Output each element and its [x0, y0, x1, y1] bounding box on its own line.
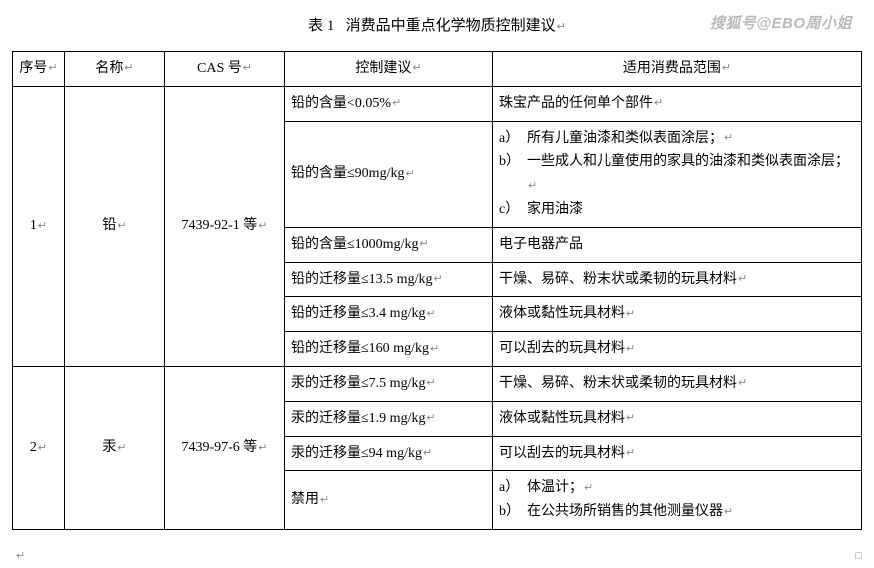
- cell-scope: 可以刮去的玩具材料↵: [493, 332, 862, 367]
- cell-advice: 汞的迁移量≤7.5 mg/kg↵: [285, 366, 493, 401]
- cell-scope: 电子电器产品: [493, 227, 862, 262]
- cell-scope: 可以刮去的玩具材料↵: [493, 436, 862, 471]
- cell-scope: 珠宝产品的任何单个部件↵: [493, 86, 862, 121]
- table-header-row: 序号↵ 名称↵ CAS 号↵ 控制建议↵ 适用消费品范围↵: [13, 52, 862, 87]
- th-cas: CAS 号↵: [165, 52, 285, 87]
- cell-advice: 禁用↵: [285, 471, 493, 530]
- cell-seq: 2↵: [13, 366, 65, 529]
- cell-advice: 铅的迁移量≤13.5 mg/kg↵: [285, 262, 493, 297]
- cell-advice: 铅的含量<0.05%↵: [285, 86, 493, 121]
- title-prefix: 表 1: [308, 18, 334, 34]
- cell-name: 铅↵: [65, 86, 165, 366]
- cell-scope: 液体或黏性玩具材料↵: [493, 401, 862, 436]
- cell-advice: 铅的含量≤90mg/kg↵: [285, 121, 493, 227]
- table-row: 2↵ 汞↵ 7439-97-6 等↵ 汞的迁移量≤7.5 mg/kg↵ 干燥、易…: [13, 366, 862, 401]
- cell-name: 汞↵: [65, 366, 165, 529]
- cell-scope: 干燥、易碎、粉末状或柔韧的玩具材料↵: [493, 262, 862, 297]
- th-advice: 控制建议↵: [285, 52, 493, 87]
- chemical-table: 序号↵ 名称↵ CAS 号↵ 控制建议↵ 适用消费品范围↵ 1↵ 铅↵ 7439…: [12, 51, 862, 530]
- cell-cas: 7439-97-6 等↵: [165, 366, 285, 529]
- cell-scope: 液体或黏性玩具材料↵: [493, 297, 862, 332]
- cell-advice: 铅的迁移量≤160 mg/kg↵: [285, 332, 493, 367]
- cell-advice: 汞的迁移量≤1.9 mg/kg↵: [285, 401, 493, 436]
- table-row: 1↵ 铅↵ 7439-92-1 等↵ 铅的含量<0.05%↵ 珠宝产品的任何单个…: [13, 86, 862, 121]
- cell-advice: 铅的含量≤1000mg/kg↵: [285, 227, 493, 262]
- cell-scope: a）体温计；↵ b）在公共场所销售的其他测量仪器↵: [493, 471, 862, 530]
- watermark: 搜狐号@EBO周小姐: [710, 12, 852, 33]
- th-scope: 适用消费品范围↵: [493, 52, 862, 87]
- th-name: 名称↵: [65, 52, 165, 87]
- corner-mark-icon: □: [855, 550, 862, 562]
- cell-advice: 汞的迁移量≤94 mg/kg↵: [285, 436, 493, 471]
- corner-mark-icon: ↵: [16, 549, 25, 562]
- cell-scope: a）所有儿童油漆和类似表面涂层；↵ b）一些成人和儿童使用的家具的油漆和类似表面…: [493, 121, 862, 227]
- cell-seq: 1↵: [13, 86, 65, 366]
- th-seq: 序号↵: [13, 52, 65, 87]
- cell-scope: 干燥、易碎、粉末状或柔韧的玩具材料↵: [493, 366, 862, 401]
- title-text: 消费品中重点化学物质控制建议: [346, 18, 556, 34]
- cell-advice: 铅的迁移量≤3.4 mg/kg↵: [285, 297, 493, 332]
- table-caption: 表 1 消费品中重点化学物质控制建议↵ 搜狐号@EBO周小姐: [12, 8, 862, 35]
- cell-cas: 7439-92-1 等↵: [165, 86, 285, 366]
- para-mark-icon: ↵: [556, 21, 566, 33]
